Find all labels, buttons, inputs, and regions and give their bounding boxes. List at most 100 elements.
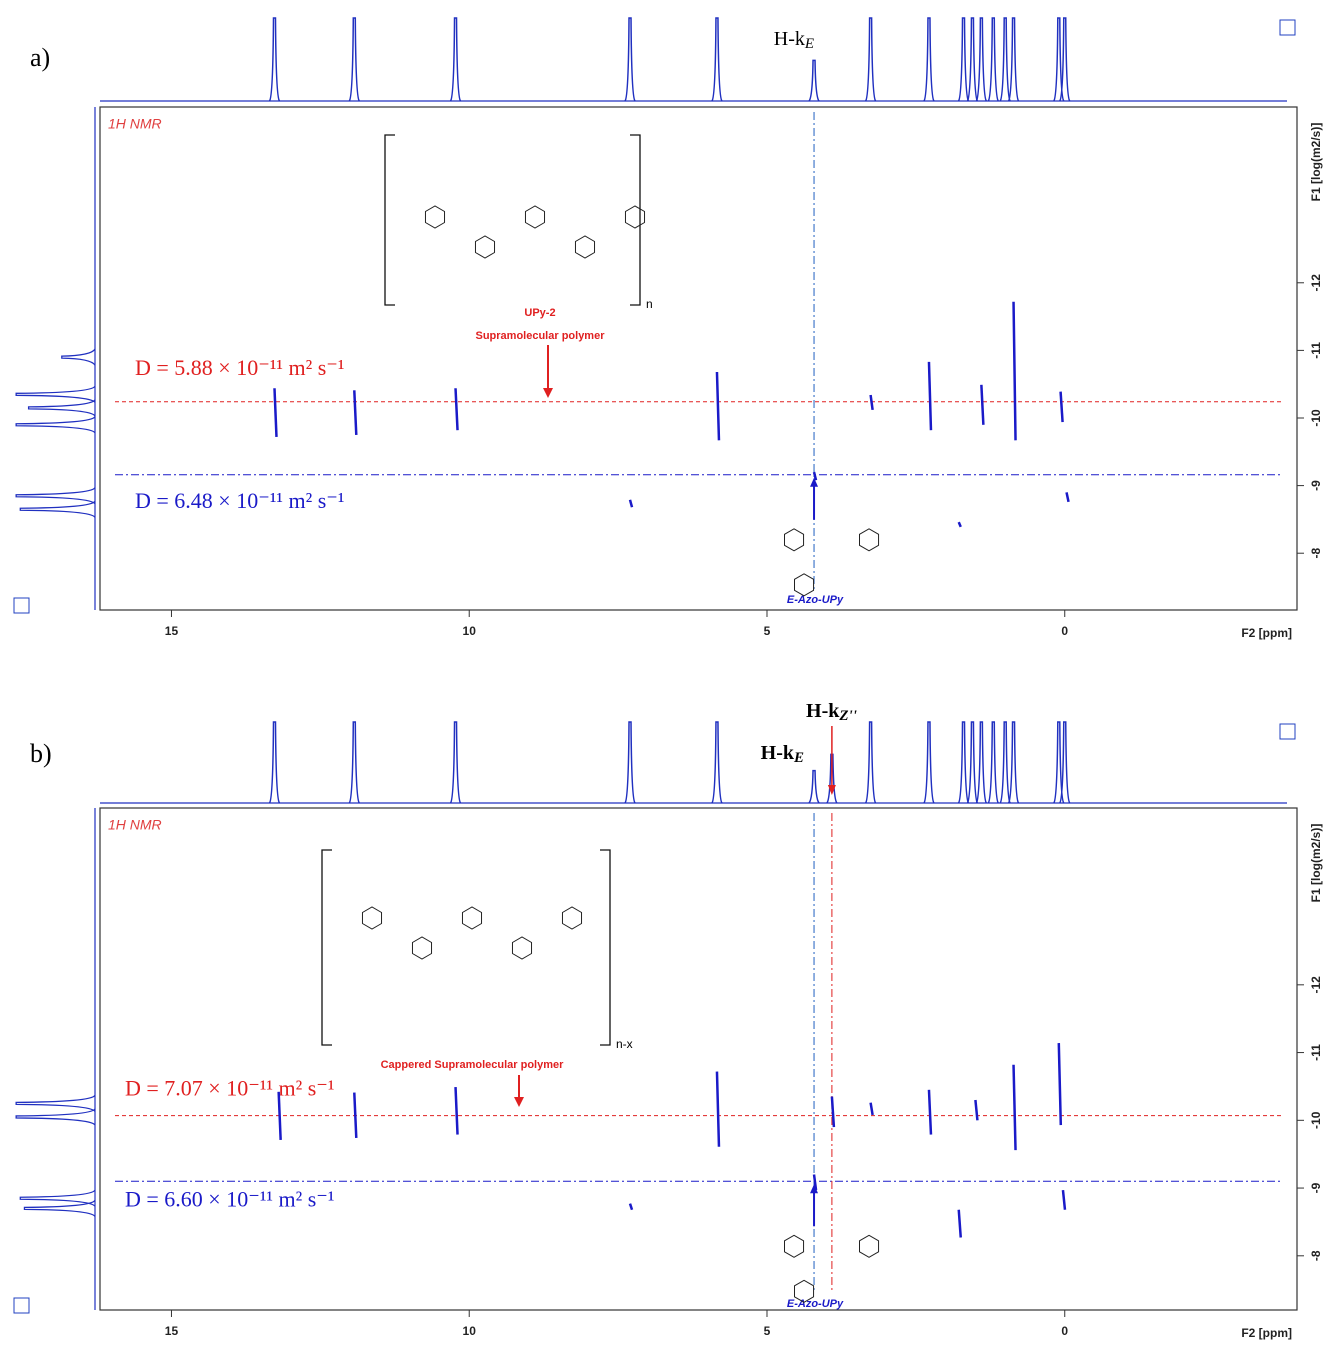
marker-label-main: H-k [806,700,840,722]
structure-label: E-Azo-UPy [787,1298,844,1310]
diffusion-label: D = 6.60 × 10⁻¹¹ m² s⁻¹ [125,1186,334,1211]
cross-peak [927,1089,933,1135]
f2-peak [711,17,723,102]
molecule-ring [784,528,805,552]
cross-peak [1012,301,1017,441]
f2-peak [1059,17,1071,102]
molecule-ring [461,906,483,930]
structure-label: E-Azo-UPy [787,594,844,606]
cross-peak [927,361,933,431]
y-axis-label: F1 [log(m2/s)] [1309,824,1323,903]
repeat-label: n-x [616,1037,633,1051]
molecule-ring [624,205,646,229]
f2-peak [957,17,970,102]
cross-peak [628,1203,634,1211]
y-axis-label: F1 [log(m2/s)] [1309,123,1323,202]
cross-peak [957,1209,962,1238]
x-tick-label: 10 [463,1324,477,1338]
inset-label: 1H NMR [108,116,162,132]
cross-peak [1059,391,1064,423]
molecule-ring [794,1279,815,1303]
y-tick-label: -12 [1309,976,1323,994]
marker-label-main: H-k [774,28,805,50]
f2-peak [1007,17,1020,102]
f2-peak [864,17,877,102]
f2-peak [923,17,935,102]
molecule-ring [859,1234,880,1258]
f2-peak [1007,721,1020,804]
pointer-arrowhead [810,1184,819,1194]
cross-peak [812,1174,818,1191]
y-tick-label: -9 [1309,1182,1323,1193]
f2-peak [864,721,877,804]
x-tick-label: 15 [165,1324,179,1338]
marker-label-sub: Z'' [838,708,857,724]
y-tick-label: -8 [1309,1250,1323,1261]
molecule-ring [561,906,583,930]
molecule-ring [474,235,496,259]
pointer-arrowhead [543,388,553,398]
cross-peak [454,388,459,431]
f1-peak [19,1189,96,1207]
y-tick-label: -10 [1309,409,1323,427]
cross-peak [1061,1189,1067,1210]
cross-peak [353,1092,358,1138]
f1-peak [15,416,96,434]
f2-peak [1059,721,1071,804]
panel-label: b) [30,739,52,768]
marker-label-main: H-k [761,742,795,764]
corner-box [1279,723,1296,740]
repeat-bracket [600,849,611,1046]
panel-label: a) [30,43,50,72]
pointer-arrowhead [514,1097,524,1107]
x-tick-label: 0 [1061,1324,1068,1338]
molecule-ring [424,205,446,229]
structure-label: Cappered Supramolecular polymer [381,1059,564,1071]
x-tick-label: 5 [764,1324,771,1338]
f1-peak [15,1094,96,1112]
molecule-ring [859,528,880,552]
marker-label: H-kE [761,742,804,767]
cross-peak [957,521,962,528]
molecule-ring [574,235,596,259]
molecule-ring [524,205,546,229]
f2-peak [999,17,1011,102]
cross-peak [812,471,818,481]
molecule-ring [784,1234,805,1258]
f2-peak [268,17,281,102]
cross-peak [869,1102,874,1116]
f1-peak [19,500,96,518]
f2-peak [999,721,1011,804]
cross-peak [869,394,874,411]
marker-label: H-kE [774,28,814,53]
repeat-bracket [630,134,641,306]
y-tick-label: -11 [1309,1044,1323,1061]
cross-peak [715,371,721,441]
x-tick-label: 5 [764,624,771,638]
f2-peak [975,17,988,102]
cross-peak [1057,1043,1063,1126]
molecule-ring [411,936,433,960]
x-tick-label: 0 [1061,624,1068,638]
diffusion-label: D = 6.48 × 10⁻¹¹ m² s⁻¹ [135,488,344,513]
corner-box [13,597,30,614]
marker-label-sub: E [804,36,814,52]
cross-peak [273,388,278,437]
cross-peak [715,1071,721,1147]
f2-peak [449,17,462,102]
f2-peak [957,721,970,804]
x-axis-label: F2 [ppm] [1241,1326,1292,1340]
f2-peak [624,17,636,102]
f1-peak [15,385,96,403]
cross-peak [830,1096,836,1128]
f2-peak [975,721,988,804]
f2-peak [348,721,360,804]
cross-peak [277,1091,282,1141]
f2-peak [348,17,360,102]
f1-peak [23,1199,96,1217]
structure-label: UPy-2 [524,307,555,319]
y-tick-label: -9 [1309,480,1323,491]
diffusion-label: D = 5.88 × 10⁻¹¹ m² s⁻¹ [135,355,344,380]
